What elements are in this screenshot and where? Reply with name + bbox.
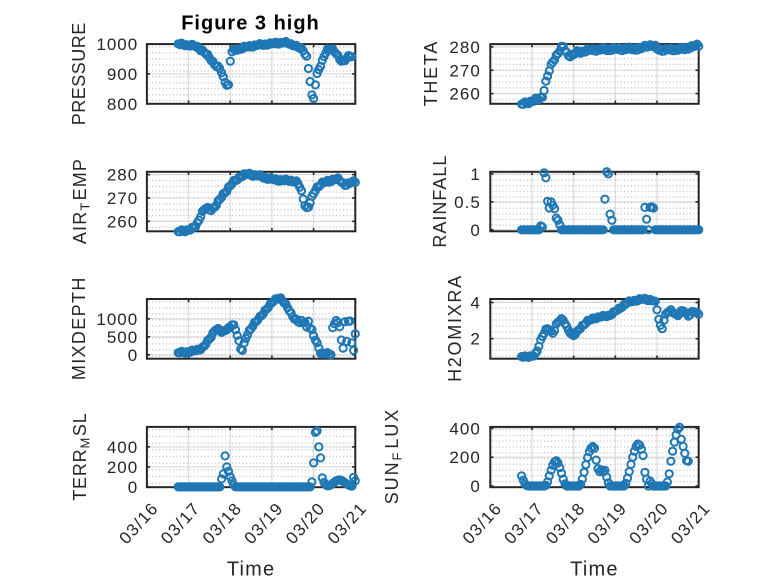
svg-text:Time: Time <box>570 559 619 581</box>
svg-text:2: 2 <box>470 330 480 349</box>
svg-text:1: 1 <box>470 165 480 184</box>
svg-text:260: 260 <box>107 212 138 231</box>
svg-text:400: 400 <box>449 419 480 438</box>
svg-text:200: 200 <box>449 448 480 467</box>
svg-text:MIXDEPTH: MIXDEPTH <box>69 278 89 381</box>
svg-text:TERRM​SL: TERRM​SL <box>70 413 93 501</box>
svg-text:280: 280 <box>449 38 480 57</box>
svg-text:H2OMIXRA: H2OMIXRA <box>445 276 465 382</box>
svg-text:270: 270 <box>107 189 138 208</box>
svg-text:200: 200 <box>107 458 138 477</box>
svg-text:500: 500 <box>107 328 138 347</box>
svg-text:4: 4 <box>470 294 480 313</box>
svg-text:1000: 1000 <box>96 35 138 54</box>
svg-text:400: 400 <box>107 438 138 457</box>
svg-text:THETA: THETA <box>421 42 441 107</box>
svg-text:PRESSURE: PRESSURE <box>69 23 89 126</box>
svg-text:270: 270 <box>449 61 480 80</box>
svg-text:1000: 1000 <box>96 310 138 329</box>
svg-text:280: 280 <box>107 166 138 185</box>
svg-text:Figure 3 high: Figure 3 high <box>181 13 320 35</box>
svg-text:0: 0 <box>470 221 480 240</box>
svg-text:RAINFALL: RAINFALL <box>430 156 450 248</box>
svg-text:0: 0 <box>470 477 480 496</box>
svg-text:0.5: 0.5 <box>454 193 481 212</box>
svg-text:260: 260 <box>449 85 480 104</box>
svg-text:AIRT​EMP: AIRT​EMP <box>70 159 93 244</box>
svg-text:0: 0 <box>128 478 138 497</box>
svg-text:800: 800 <box>107 95 138 114</box>
svg-text:Time: Time <box>227 559 276 581</box>
svg-text:0: 0 <box>128 346 138 365</box>
svg-text:SUNF​LUX: SUNF​LUX <box>382 410 405 505</box>
svg-text:900: 900 <box>107 65 138 84</box>
